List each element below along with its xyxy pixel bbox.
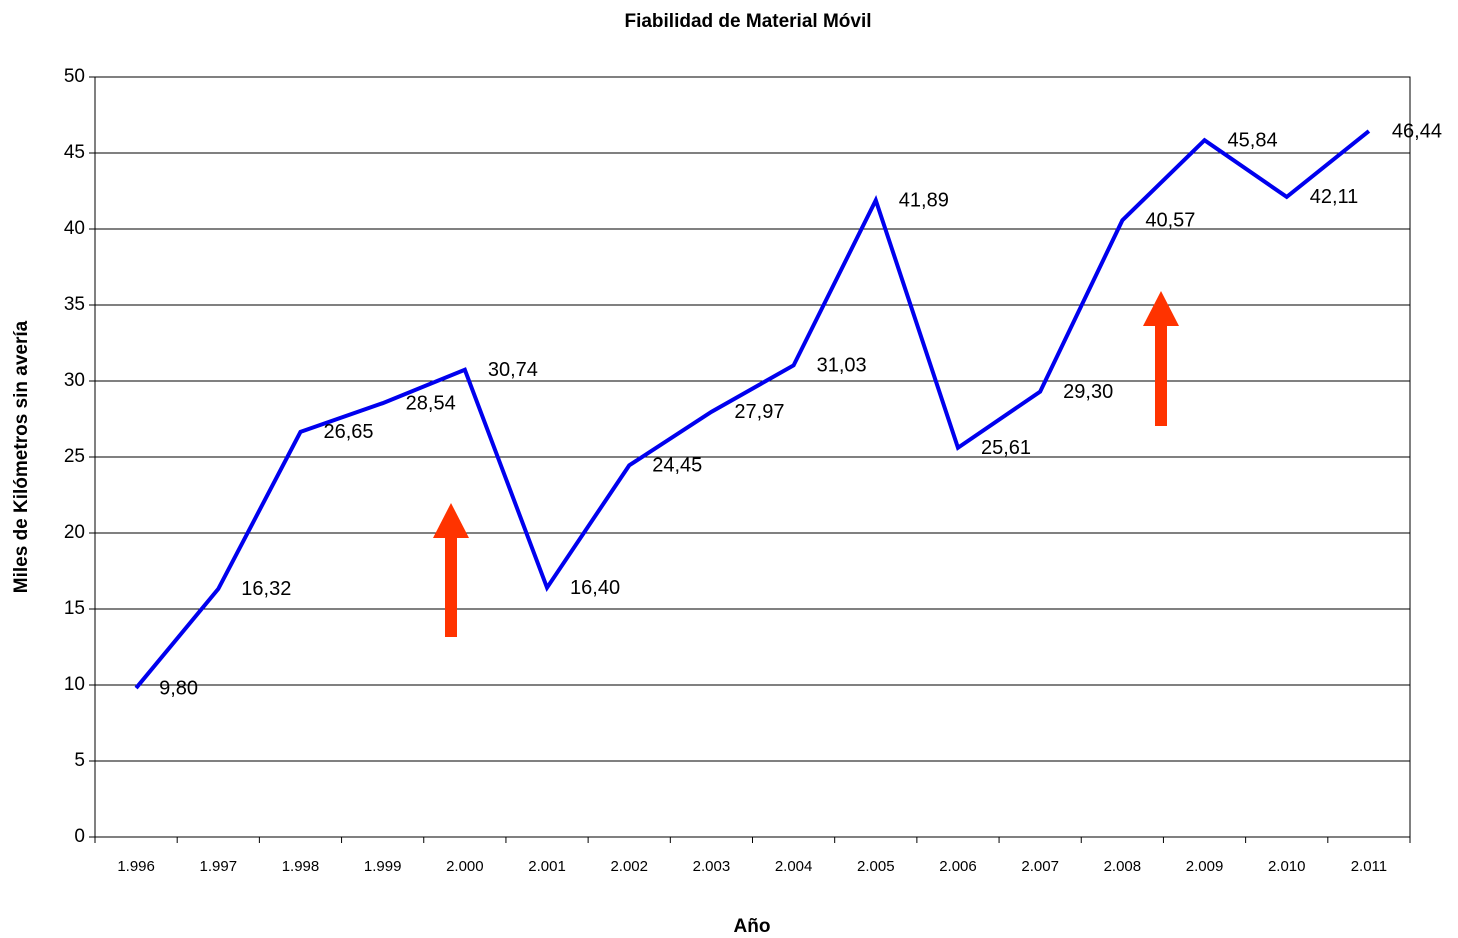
x-tick-label: 1.998 (282, 858, 320, 875)
y-tick-label: 40 (64, 218, 85, 239)
data-label: 46,44 (1392, 120, 1442, 142)
y-tick-label: 50 (64, 66, 85, 87)
y-tick-label: 5 (74, 750, 85, 771)
x-tick-label: 2.011 (1351, 858, 1387, 875)
y-tick-label: 10 (64, 674, 85, 695)
data-label: 26,65 (323, 421, 373, 443)
data-label: 25,61 (981, 437, 1031, 459)
x-tick-label: 2.010 (1268, 858, 1306, 875)
chart-title: Fiabilidad de Material Móvil (624, 11, 871, 32)
marks: 9,80 16,32 26,65 28,54 30,74 16,40 24,45 27,97 3… (134, 120, 1442, 699)
x-tick-label: 2.004 (775, 858, 813, 875)
x-tick-label: 2.009 (1186, 858, 1224, 875)
data-label: 24,45 (652, 455, 702, 477)
data-label: 16,32 (241, 578, 291, 600)
x-tick-label: 2.008 (1104, 858, 1142, 875)
data-label: 45,84 (1228, 130, 1278, 152)
data-label: 29,30 (1063, 381, 1113, 403)
x-tick-label: 2.001 (528, 858, 566, 875)
data-label: 42,11 (1310, 186, 1359, 208)
x-tick-label: 1.997 (200, 858, 238, 875)
data-label: 30,74 (488, 359, 538, 381)
y-axis-title: Miles de Kilómetros sin avería (11, 320, 32, 593)
data-label: 16,40 (570, 577, 620, 599)
y-tick-label: 20 (64, 522, 85, 543)
x-tick-label: 2.007 (1021, 858, 1059, 875)
data-label: 41,89 (899, 190, 949, 212)
arrow (433, 503, 469, 637)
data-label: 40,57 (1145, 210, 1195, 232)
data-label: 9,80 (159, 677, 198, 699)
x-tick-label: 1.999 (364, 858, 402, 875)
y-tick-label: 35 (64, 294, 85, 315)
data-line (134, 129, 1371, 690)
arrow (1143, 291, 1179, 426)
y-tick-label: 30 (64, 370, 85, 391)
x-tick-label: 2.003 (693, 858, 731, 875)
y-tick-label: 15 (64, 598, 85, 619)
x-tick-label: 2.005 (857, 858, 895, 875)
y-tick-label: 0 (74, 826, 85, 847)
data-label: 28,54 (406, 392, 456, 414)
y-tick-label: 45 (64, 142, 85, 163)
x-tick-label: 2.002 (610, 858, 648, 875)
plot-border (94, 76, 1411, 838)
x-axis-title: Año (734, 916, 771, 937)
x-tick-label: 1.996 (117, 858, 155, 875)
data-label: 27,97 (734, 401, 784, 423)
data-label: 31,03 (817, 355, 867, 377)
y-tick-label: 25 (64, 446, 85, 467)
x-tick-label: 2.000 (446, 858, 484, 875)
x-tick-label: 2.006 (939, 858, 977, 875)
